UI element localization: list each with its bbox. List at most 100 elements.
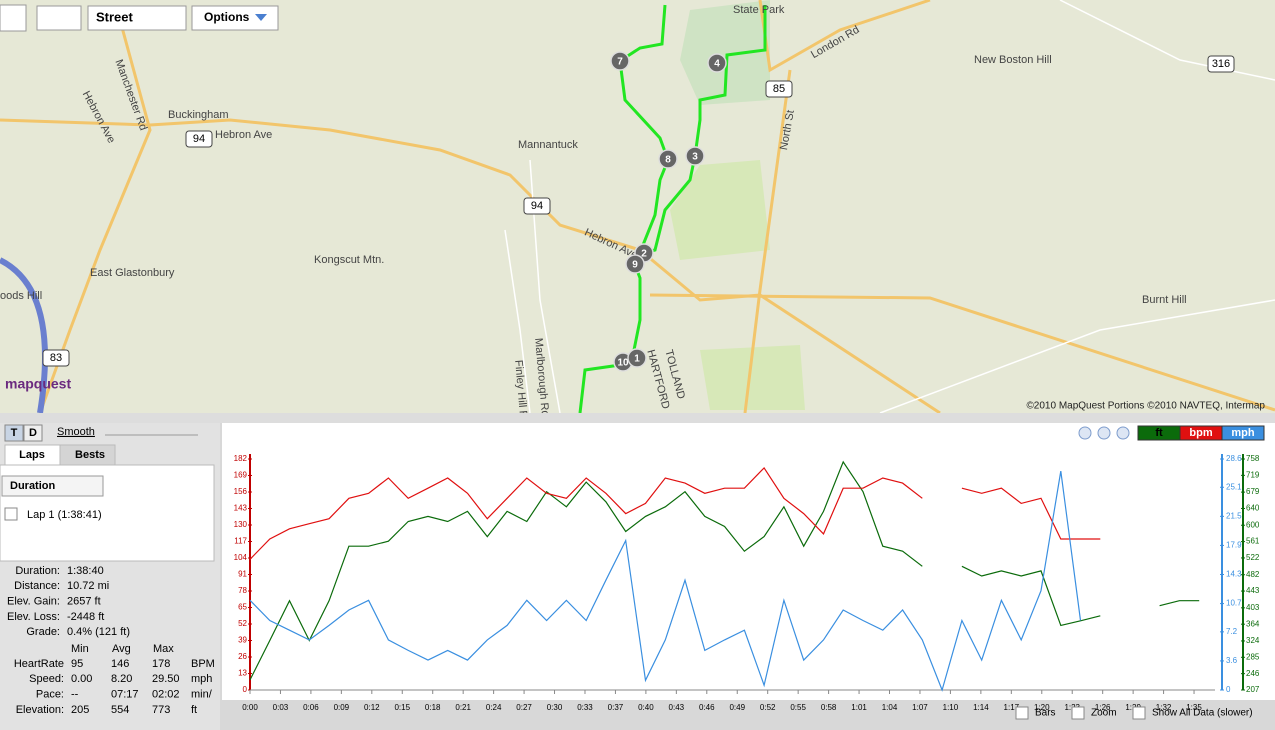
x-tick-label: 0:12 bbox=[364, 703, 380, 712]
x-tick-label: 0:43 bbox=[669, 703, 685, 712]
stats-value: 205 bbox=[71, 704, 89, 716]
option-checkbox[interactable] bbox=[1132, 706, 1146, 720]
zoom-button[interactable] bbox=[36, 5, 82, 31]
summary-label: Distance: bbox=[14, 580, 60, 592]
dropdown-icon bbox=[255, 14, 267, 21]
stats-label: HeartRate bbox=[14, 658, 64, 670]
lap-marker-label: 7 bbox=[617, 57, 623, 68]
lap-marker[interactable] bbox=[658, 149, 678, 169]
options-button[interactable] bbox=[191, 5, 279, 31]
route-number: 85 bbox=[773, 83, 785, 95]
y-tick-label: 26 bbox=[238, 652, 247, 661]
y-tick-label: 25.1 bbox=[1226, 482, 1242, 491]
map-label: Buckingham bbox=[168, 109, 229, 121]
y-tick-label: 679 bbox=[1246, 487, 1260, 496]
y-tick-label: 104 bbox=[234, 553, 248, 562]
x-tick-label: 0:52 bbox=[760, 703, 776, 712]
playback-button[interactable] bbox=[1097, 426, 1111, 440]
playback-button[interactable] bbox=[1116, 426, 1130, 440]
option-checkbox[interactable] bbox=[1015, 706, 1029, 720]
y-tick-label: 10.7 bbox=[1226, 599, 1242, 608]
stats-value: mph bbox=[191, 673, 212, 685]
route-shield bbox=[42, 349, 70, 367]
stats-header: Min bbox=[71, 643, 89, 655]
tab-label: Laps bbox=[19, 449, 45, 461]
lap-marker[interactable] bbox=[610, 51, 630, 71]
y-tick-label: 640 bbox=[1246, 504, 1260, 513]
y-tick-label: 78 bbox=[238, 586, 247, 595]
lap-marker[interactable] bbox=[707, 53, 727, 73]
park bbox=[670, 160, 770, 260]
view-button[interactable] bbox=[23, 424, 43, 442]
option-checkbox[interactable] bbox=[1071, 706, 1085, 720]
stats-value: ft bbox=[191, 704, 197, 716]
splitter[interactable] bbox=[0, 413, 1275, 423]
route-shield bbox=[185, 130, 213, 148]
stats-value: -- bbox=[71, 689, 79, 701]
summary-label: Elev. Gain: bbox=[7, 596, 60, 608]
y-tick-label: 117 bbox=[234, 537, 247, 546]
legend-button[interactable] bbox=[1221, 425, 1265, 441]
summary-label: Elev. Loss: bbox=[7, 611, 60, 623]
y-tick-label: 285 bbox=[1246, 652, 1260, 661]
x-tick-label: 1:20 bbox=[1034, 703, 1050, 712]
map-label: Finley Hill Rd bbox=[512, 359, 530, 425]
layer-select[interactable] bbox=[87, 5, 187, 31]
y-tick-label: 182 bbox=[234, 454, 248, 463]
map-label: Hebron Ave bbox=[215, 129, 272, 141]
y-tick-label: 39 bbox=[238, 636, 247, 645]
lap-label: Lap 1 (1:38:41) bbox=[27, 509, 102, 521]
route-shield bbox=[765, 80, 793, 98]
y-tick-label: 324 bbox=[1246, 636, 1260, 645]
x-tick-label: 0:46 bbox=[699, 703, 715, 712]
y-tick-label: 156 bbox=[234, 487, 248, 496]
option-label: Bars bbox=[1035, 708, 1056, 719]
lap-marker-label: 4 bbox=[714, 59, 720, 70]
x-tick-label: 0:06 bbox=[303, 703, 319, 712]
lap-checkbox[interactable] bbox=[4, 507, 18, 521]
summary-label: Duration: bbox=[15, 565, 60, 577]
stats-value: 02:02 bbox=[152, 689, 180, 701]
y-tick-label: 482 bbox=[1246, 570, 1260, 579]
stats-header: Max bbox=[153, 643, 174, 655]
x-tick-label: 0:58 bbox=[821, 703, 837, 712]
lap-marker[interactable] bbox=[685, 146, 705, 166]
x-tick-label: 0:15 bbox=[394, 703, 410, 712]
playback-button[interactable] bbox=[1078, 426, 1092, 440]
tab[interactable] bbox=[59, 444, 116, 466]
y-tick-label: 207 bbox=[1246, 685, 1260, 694]
chart-area bbox=[222, 423, 1275, 700]
x-tick-label: 0:00 bbox=[242, 703, 258, 712]
route-number: 94 bbox=[193, 133, 205, 145]
park bbox=[700, 345, 805, 410]
x-tick-label: 0:33 bbox=[577, 703, 593, 712]
x-tick-label: 0:18 bbox=[425, 703, 441, 712]
lap-marker-label: 10 bbox=[617, 358, 629, 369]
x-tick-label: 0:09 bbox=[334, 703, 350, 712]
lap-marker-label: 8 bbox=[665, 155, 671, 166]
highway bbox=[0, 257, 48, 414]
map-label: Kongscut Mtn. bbox=[314, 254, 384, 266]
y-tick-label: 364 bbox=[1246, 619, 1260, 628]
brand: mapquest bbox=[5, 376, 71, 392]
lap-marker[interactable] bbox=[627, 348, 647, 368]
sort-select[interactable] bbox=[1, 475, 104, 497]
summary-value: 0.4% (121 ft) bbox=[67, 626, 130, 638]
x-tick-label: 0:40 bbox=[638, 703, 654, 712]
y-tick-label: 52 bbox=[238, 619, 247, 628]
stats-value: 07:17 bbox=[111, 689, 139, 701]
view-button[interactable] bbox=[4, 424, 24, 442]
stats-value: 146 bbox=[111, 658, 129, 670]
x-tick-label: 1:07 bbox=[912, 703, 928, 712]
pan-button[interactable] bbox=[0, 4, 27, 32]
lap-marker-label: 9 bbox=[632, 260, 638, 271]
y-tick-label: 91 bbox=[238, 570, 247, 579]
x-tick-label: 0:03 bbox=[273, 703, 289, 712]
summary-value: 10.72 mi bbox=[67, 580, 109, 592]
y-tick-label: 3.6 bbox=[1226, 656, 1238, 665]
summary-label: Grade: bbox=[26, 626, 60, 638]
legend-label: bpm bbox=[1189, 427, 1212, 439]
stats-value: 0.00 bbox=[71, 673, 92, 685]
lap-marker[interactable] bbox=[625, 254, 645, 274]
y-tick-label: 758 bbox=[1246, 454, 1260, 463]
